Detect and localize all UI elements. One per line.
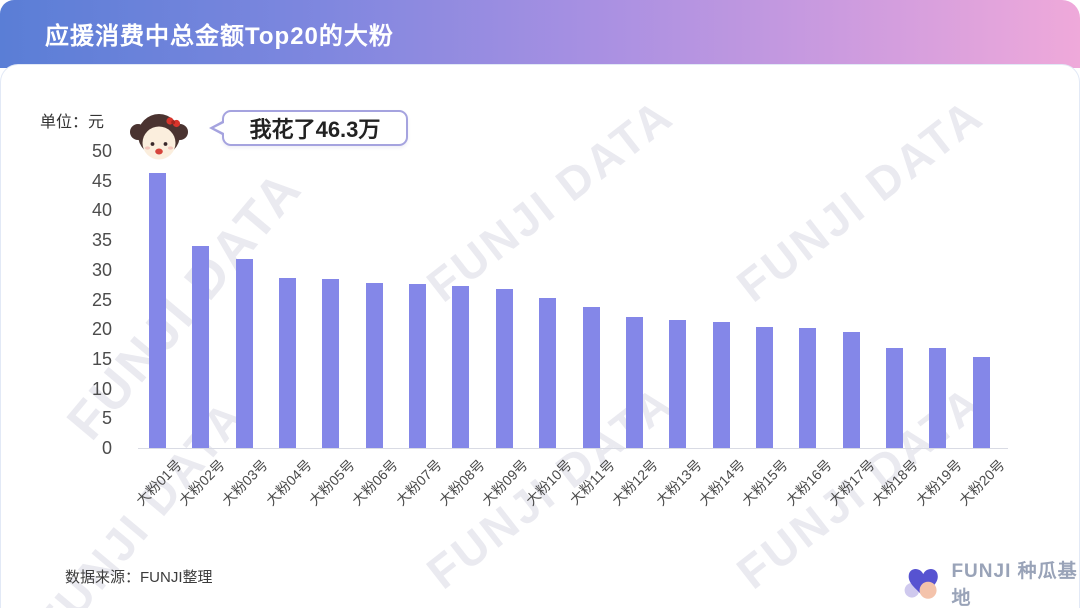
brand-text: FUNJI 种瓜基地	[951, 561, 1078, 608]
bar	[669, 320, 687, 448]
y-tick-label: 5	[101, 408, 112, 429]
page-title: 应援消费中总金额Top20的大粉	[45, 23, 394, 50]
bar	[452, 285, 470, 448]
callout-text: 我花了46.3万	[249, 117, 381, 142]
funji-logo-icon	[904, 569, 938, 599]
bar	[582, 306, 600, 448]
y-tick-label: 0	[101, 438, 112, 458]
header-bar: 应援消费中总金额Top20的大粉	[0, 0, 1080, 68]
brand: FUNJI 种瓜基地	[903, 556, 1080, 608]
bar	[799, 328, 817, 448]
bar	[842, 331, 860, 448]
bar	[972, 357, 990, 448]
x-axis-line	[138, 448, 1008, 449]
y-tick-label: 20	[91, 319, 112, 340]
bar	[755, 326, 773, 448]
y-tick-label: 50	[91, 141, 112, 161]
bar	[235, 259, 253, 448]
unit-label: 单位：元	[40, 114, 105, 131]
y-tick-label: 30	[91, 259, 112, 280]
bar	[495, 289, 513, 448]
bar	[712, 322, 730, 448]
y-tick-label: 10	[91, 378, 112, 399]
bar	[885, 347, 903, 448]
data-source-label: 数据来源：FUNJI整理	[65, 569, 213, 586]
bar	[929, 348, 947, 448]
bar	[279, 277, 297, 448]
bar	[409, 284, 427, 448]
y-tick-label: 15	[91, 348, 112, 369]
y-tick-label: 35	[91, 230, 112, 251]
callout-bubble: 我花了46.3万	[209, 110, 408, 146]
bar	[365, 283, 383, 448]
y-tick-label: 45	[91, 170, 112, 191]
fan-avatar-icon	[130, 114, 188, 160]
bar	[539, 298, 557, 448]
y-tick-label: 25	[91, 289, 112, 310]
bar	[625, 317, 643, 448]
bar	[192, 246, 210, 448]
bar	[322, 278, 340, 448]
y-tick-label: 40	[91, 200, 112, 221]
bar	[149, 172, 166, 448]
